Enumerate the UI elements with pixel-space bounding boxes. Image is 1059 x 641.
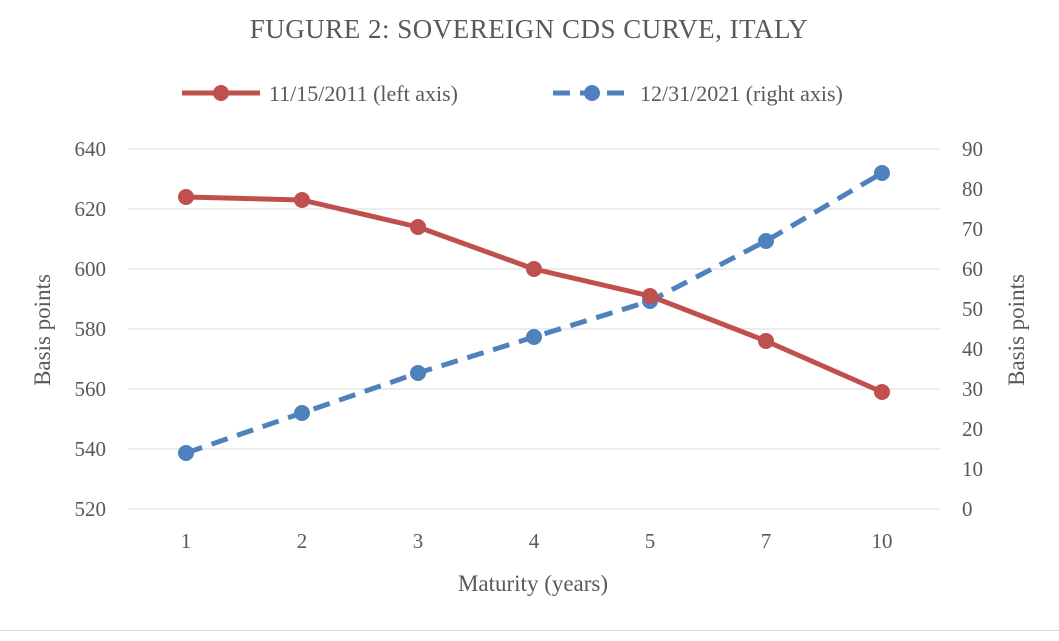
left-axis-label: Basis points bbox=[30, 274, 55, 386]
data-point bbox=[294, 405, 310, 421]
x-tick-label: 1 bbox=[181, 529, 192, 553]
right-tick-label: 50 bbox=[962, 297, 983, 321]
data-point bbox=[874, 165, 890, 181]
series-layer bbox=[178, 165, 890, 461]
right-tick-label: 70 bbox=[962, 217, 983, 241]
right-axis-ticks: 0 10 20 30 40 50 60 70 80 90 bbox=[962, 137, 983, 521]
data-point bbox=[874, 384, 890, 400]
x-tick-label: 4 bbox=[529, 529, 540, 553]
left-tick-label: 600 bbox=[75, 257, 107, 281]
x-tick-label: 3 bbox=[413, 529, 424, 553]
series-line bbox=[185, 170, 884, 456]
data-point bbox=[758, 233, 774, 249]
x-axis-ticks: 1 2 3 4 5 7 10 bbox=[181, 529, 893, 553]
data-point bbox=[526, 329, 542, 345]
x-tick-label: 5 bbox=[645, 529, 656, 553]
data-point bbox=[526, 261, 542, 277]
data-point bbox=[178, 445, 194, 461]
legend-item: 11/15/2011 (left axis) bbox=[182, 81, 458, 106]
legend-label: 12/31/2021 (right axis) bbox=[640, 81, 843, 106]
data-point bbox=[178, 189, 194, 205]
frame-bottom-border bbox=[0, 630, 1059, 631]
data-point bbox=[410, 219, 426, 235]
x-tick-label: 10 bbox=[872, 529, 893, 553]
left-axis-ticks: 520 540 560 580 600 620 640 bbox=[75, 137, 107, 521]
series-line bbox=[183, 194, 885, 395]
right-tick-label: 0 bbox=[962, 497, 973, 521]
data-point bbox=[294, 192, 310, 208]
right-tick-label: 90 bbox=[962, 137, 983, 161]
legend-item: 12/31/2021 (right axis) bbox=[553, 81, 843, 106]
right-tick-label: 10 bbox=[962, 457, 983, 481]
chart-title: FUGURE 2: SOVEREIGN CDS CURVE, ITALY bbox=[250, 14, 809, 44]
legend-swatch-marker bbox=[213, 85, 229, 101]
legend-swatch-marker bbox=[584, 85, 600, 101]
left-tick-label: 620 bbox=[75, 197, 107, 221]
x-tick-label: 7 bbox=[761, 529, 772, 553]
right-tick-label: 30 bbox=[962, 377, 983, 401]
right-tick-label: 60 bbox=[962, 257, 983, 281]
data-point bbox=[758, 333, 774, 349]
data-point bbox=[642, 288, 658, 304]
right-tick-label: 20 bbox=[962, 417, 983, 441]
left-tick-label: 560 bbox=[75, 377, 107, 401]
series-2011-left-axis bbox=[178, 189, 890, 400]
left-tick-label: 540 bbox=[75, 437, 107, 461]
x-tick-label: 2 bbox=[297, 529, 308, 553]
series-2021-right-axis bbox=[178, 165, 890, 461]
right-tick-label: 80 bbox=[962, 177, 983, 201]
x-axis-label: Maturity (years) bbox=[458, 571, 608, 596]
legend: 11/15/2011 (left axis) 12/31/2021 (right … bbox=[182, 81, 843, 106]
data-point bbox=[410, 365, 426, 381]
left-tick-label: 580 bbox=[75, 317, 107, 341]
legend-label: 11/15/2011 (left axis) bbox=[269, 81, 458, 106]
right-tick-label: 40 bbox=[962, 337, 983, 361]
left-tick-label: 640 bbox=[75, 137, 107, 161]
left-tick-label: 520 bbox=[75, 497, 107, 521]
right-axis-label: Basis points bbox=[1004, 274, 1029, 386]
